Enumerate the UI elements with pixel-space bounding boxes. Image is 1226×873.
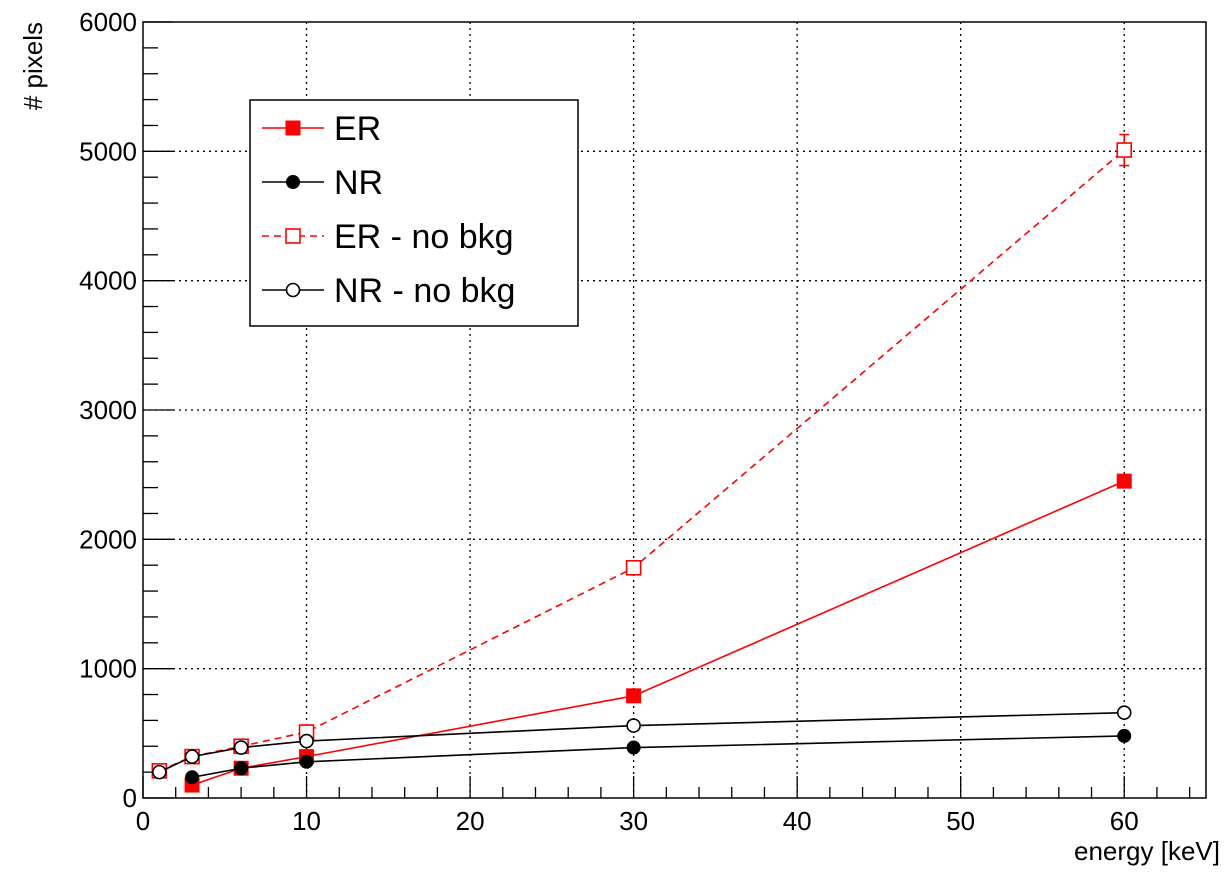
data-point — [1116, 142, 1133, 158]
series-nr — [185, 728, 1132, 785]
legend-marker — [285, 282, 301, 298]
data-point — [1116, 705, 1132, 720]
y-tick-label: 2000 — [79, 524, 137, 554]
x-tick-label: 0 — [136, 806, 150, 836]
series-nr-no-bkg — [152, 705, 1132, 780]
legend-label: NR — [334, 164, 383, 202]
x-axis-title: energy [keV] — [1074, 836, 1220, 866]
legend-marker — [285, 120, 301, 136]
data-point — [625, 559, 642, 576]
legend-entry: NR — [262, 164, 383, 202]
x-tick-label: 20 — [456, 806, 485, 836]
data-point — [1116, 473, 1132, 489]
legend-entry: ER — [262, 110, 381, 148]
y-tick-label: 0 — [123, 783, 137, 813]
data-point — [184, 749, 200, 764]
x-tick-label: 10 — [292, 806, 321, 836]
legend-marker — [286, 175, 300, 189]
legend-entry: ER - no bkg — [262, 218, 514, 256]
legend: ER NR ER - no bkg NR - no bkg — [249, 99, 579, 327]
y-tick-label: 4000 — [79, 266, 137, 296]
data-point — [152, 764, 167, 780]
data-point — [234, 761, 249, 776]
y-axis-title: # pixels — [18, 22, 48, 110]
data-point — [299, 733, 314, 749]
y-tick-label: 6000 — [79, 7, 137, 37]
legend-label: ER - no bkg — [334, 218, 514, 256]
axes: 0 10 20 30 40 50 60 0 1000 2000 3000 4000 5000 6000 — [79, 7, 1207, 836]
legend-label: NR - no bkg — [334, 272, 515, 310]
y-tick-label: 1000 — [79, 654, 137, 684]
y-tick-label: 5000 — [79, 136, 137, 166]
legend-box — [249, 99, 579, 327]
data-point — [185, 770, 200, 785]
x-tick-label: 30 — [619, 806, 648, 836]
data-point — [626, 740, 641, 755]
legend-marker — [285, 228, 301, 244]
x-tick-label: 50 — [946, 806, 975, 836]
data-point — [233, 740, 249, 755]
data-point — [1117, 728, 1132, 743]
y-tick-label: 3000 — [79, 395, 137, 425]
x-tick-label: 40 — [783, 806, 812, 836]
series-line — [191, 735, 1125, 779]
series-er — [184, 473, 1132, 793]
legend-label: ER — [334, 110, 381, 148]
x-tick-label: 60 — [1110, 806, 1139, 836]
legend-entry: NR - no bkg — [262, 272, 515, 310]
data-point — [626, 718, 641, 733]
data-point — [299, 754, 314, 769]
series-layer — [151, 133, 1133, 793]
data-point — [626, 688, 642, 704]
